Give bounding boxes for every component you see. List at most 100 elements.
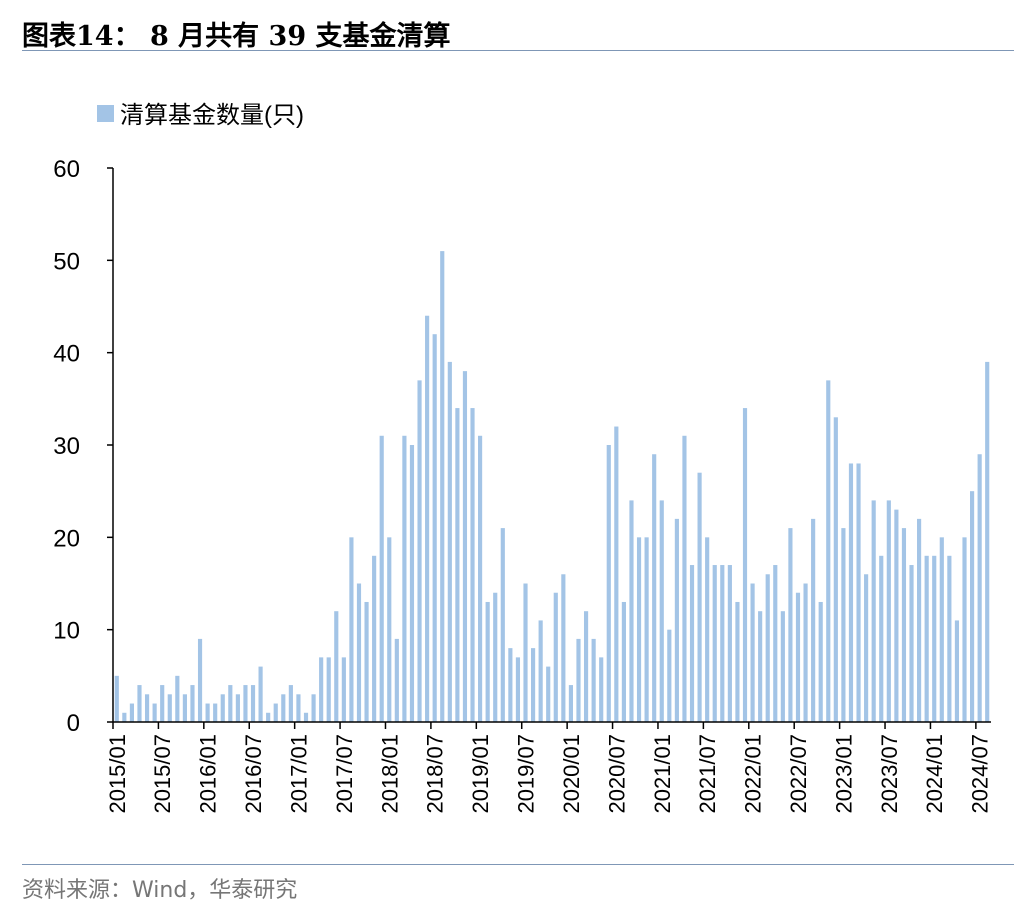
- bar: [485, 601, 490, 722]
- bar: [114, 675, 119, 722]
- bar: [250, 685, 256, 722]
- bar: [856, 463, 861, 722]
- bar: [432, 334, 437, 722]
- bar: [939, 537, 944, 722]
- bar: [636, 537, 642, 722]
- bar: [811, 518, 816, 722]
- bar: [871, 500, 876, 722]
- bar: [220, 694, 225, 722]
- bar: [758, 611, 763, 722]
- bar: [478, 435, 483, 722]
- bar: [387, 537, 392, 722]
- x-tick-label: 2024/07: [968, 734, 993, 814]
- bar: [932, 555, 937, 722]
- y-tick-label: 50: [53, 248, 80, 275]
- bar: [985, 361, 990, 722]
- source-note: 资料来源：Wind，华泰研究: [22, 878, 298, 903]
- bar: [977, 454, 982, 722]
- bar: [833, 417, 838, 722]
- bar: [455, 408, 460, 722]
- x-tick-label: 2021/01: [650, 734, 675, 814]
- x-tick-label: 2019/07: [514, 734, 539, 814]
- bar: [659, 500, 664, 722]
- x-tick-label: 2022/01: [741, 734, 766, 814]
- bar: [303, 712, 309, 722]
- bar: [667, 629, 672, 722]
- y-axis: 0 10 20 30 40 50 60: [53, 156, 114, 737]
- bar: [190, 685, 195, 722]
- bar: [621, 601, 626, 722]
- y-tick-label: 20: [53, 525, 80, 552]
- bars: [114, 251, 990, 722]
- bar: [599, 657, 604, 722]
- bar: [341, 657, 346, 722]
- bar: [417, 380, 422, 722]
- bar: [697, 472, 702, 722]
- bar: [705, 537, 710, 722]
- bar: [864, 574, 869, 722]
- bar: [243, 685, 248, 722]
- legend-swatch: [97, 105, 114, 122]
- bar: [508, 648, 513, 722]
- bar: [493, 592, 498, 722]
- x-tick-label: 2018/01: [377, 734, 402, 814]
- bar: [629, 500, 634, 722]
- bar: [841, 528, 846, 722]
- y-tick-label: 10: [53, 618, 80, 645]
- bar: [319, 657, 324, 722]
- y-tick-label: 40: [53, 341, 80, 368]
- x-tick-label: 2021/07: [695, 734, 720, 814]
- bar: [909, 565, 914, 722]
- bar: [750, 583, 755, 722]
- bar: [152, 703, 157, 722]
- bar: [652, 454, 657, 722]
- bar: [273, 703, 278, 722]
- bar: [818, 601, 823, 722]
- bar: [954, 620, 960, 722]
- bar: [122, 712, 127, 722]
- bar: [606, 445, 611, 722]
- x-tick-label: 2018/07: [423, 734, 448, 814]
- bar: [727, 565, 732, 722]
- figure-title: 图表14： 8 月共有 39 支基金清算: [22, 21, 451, 52]
- bar: [470, 408, 475, 722]
- bar: [167, 694, 172, 722]
- bar: [742, 408, 748, 722]
- bar: [538, 620, 543, 722]
- bar: [894, 509, 899, 722]
- bar: [917, 518, 922, 722]
- bar: [689, 565, 695, 722]
- x-tick-label: 2023/07: [877, 734, 902, 814]
- bar: [160, 685, 165, 722]
- bar: [266, 712, 271, 722]
- bar: [144, 694, 150, 722]
- x-tick-label: 2020/07: [604, 734, 629, 814]
- bar: [879, 555, 884, 722]
- bar: [402, 435, 407, 722]
- bar: [765, 574, 770, 722]
- bar: [901, 528, 907, 722]
- x-tick-label: 2017/07: [332, 734, 357, 814]
- legend-label: 清算基金数量(只): [120, 102, 304, 129]
- bar: [175, 675, 180, 722]
- y-tick-label: 0: [67, 710, 80, 737]
- bar: [334, 611, 339, 722]
- bar: [197, 638, 203, 722]
- bar: [712, 565, 717, 722]
- bar: [447, 361, 452, 722]
- bar: [576, 638, 581, 722]
- bar: [228, 685, 233, 722]
- bar: [848, 463, 854, 722]
- bar: [924, 555, 929, 722]
- title-divider: [22, 50, 1014, 51]
- bar: [773, 565, 778, 722]
- x-axis: 2015/01 2015/07 2016/01 2016/07 2017/01 2017/…: [105, 721, 993, 814]
- bar: [462, 371, 468, 722]
- x-tick-label: 2019/01: [468, 734, 493, 814]
- bar: [780, 611, 785, 722]
- x-tick-label: 2020/01: [559, 734, 584, 814]
- bar: [425, 315, 430, 722]
- bar: [205, 703, 210, 722]
- bar: [614, 426, 619, 722]
